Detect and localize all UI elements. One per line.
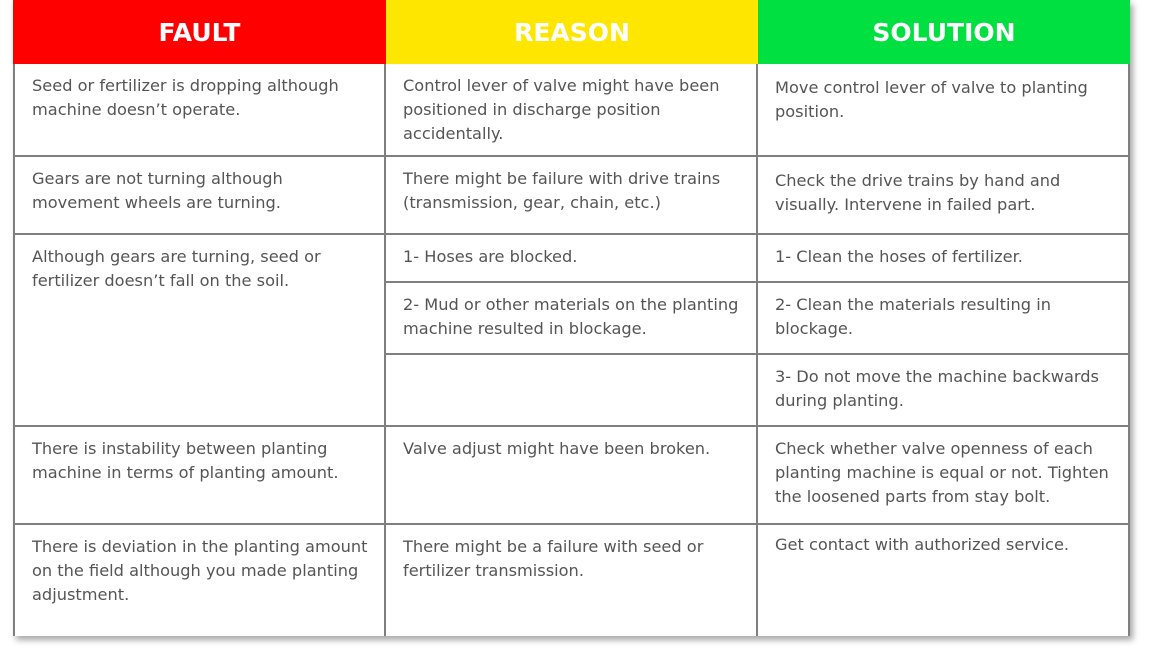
reason-cell: There might be a failure with seed or fe…	[386, 525, 758, 636]
solution-cell: Get contact with authorized service.	[758, 525, 1130, 636]
solution-cell: 2- Clean the materials resulting in bloc…	[758, 283, 1130, 355]
solution-cell: Move control lever of valve to planting …	[758, 64, 1130, 157]
fault-cell: Gears are not turning although movement …	[13, 157, 386, 235]
solution-cell: 1- Clean the hoses of fertilizer.	[758, 235, 1130, 283]
header-fault: FAULT	[13, 0, 386, 64]
solution-cell: Check whether valve openness of each pla…	[758, 427, 1130, 525]
fault-cell: There is instability between planting ma…	[13, 427, 386, 525]
solution-cell: Check the drive trains by hand and visua…	[758, 157, 1130, 235]
fault-cell: Although gears are turning, seed or fert…	[13, 235, 386, 427]
reason-cell: Valve adjust might have been broken.	[386, 427, 758, 525]
troubleshooting-table: FAULT REASON SOLUTION Seed or fertilizer…	[13, 0, 1130, 636]
fault-cell: Seed or fertilizer is dropping although …	[13, 64, 386, 157]
reason-cell: There might be failure with drive trains…	[386, 157, 758, 235]
header-reason: REASON	[386, 0, 758, 64]
reason-cell: Control lever of valve might have been p…	[386, 64, 758, 157]
header-solution: SOLUTION	[758, 0, 1130, 64]
reason-cell: 2- Mud or other materials on the plantin…	[386, 283, 758, 355]
reason-cell-empty	[386, 355, 758, 427]
fault-cell: There is deviation in the planting amoun…	[13, 525, 386, 636]
reason-cell: 1- Hoses are blocked.	[386, 235, 758, 283]
solution-cell: 3- Do not move the machine backwards dur…	[758, 355, 1130, 427]
